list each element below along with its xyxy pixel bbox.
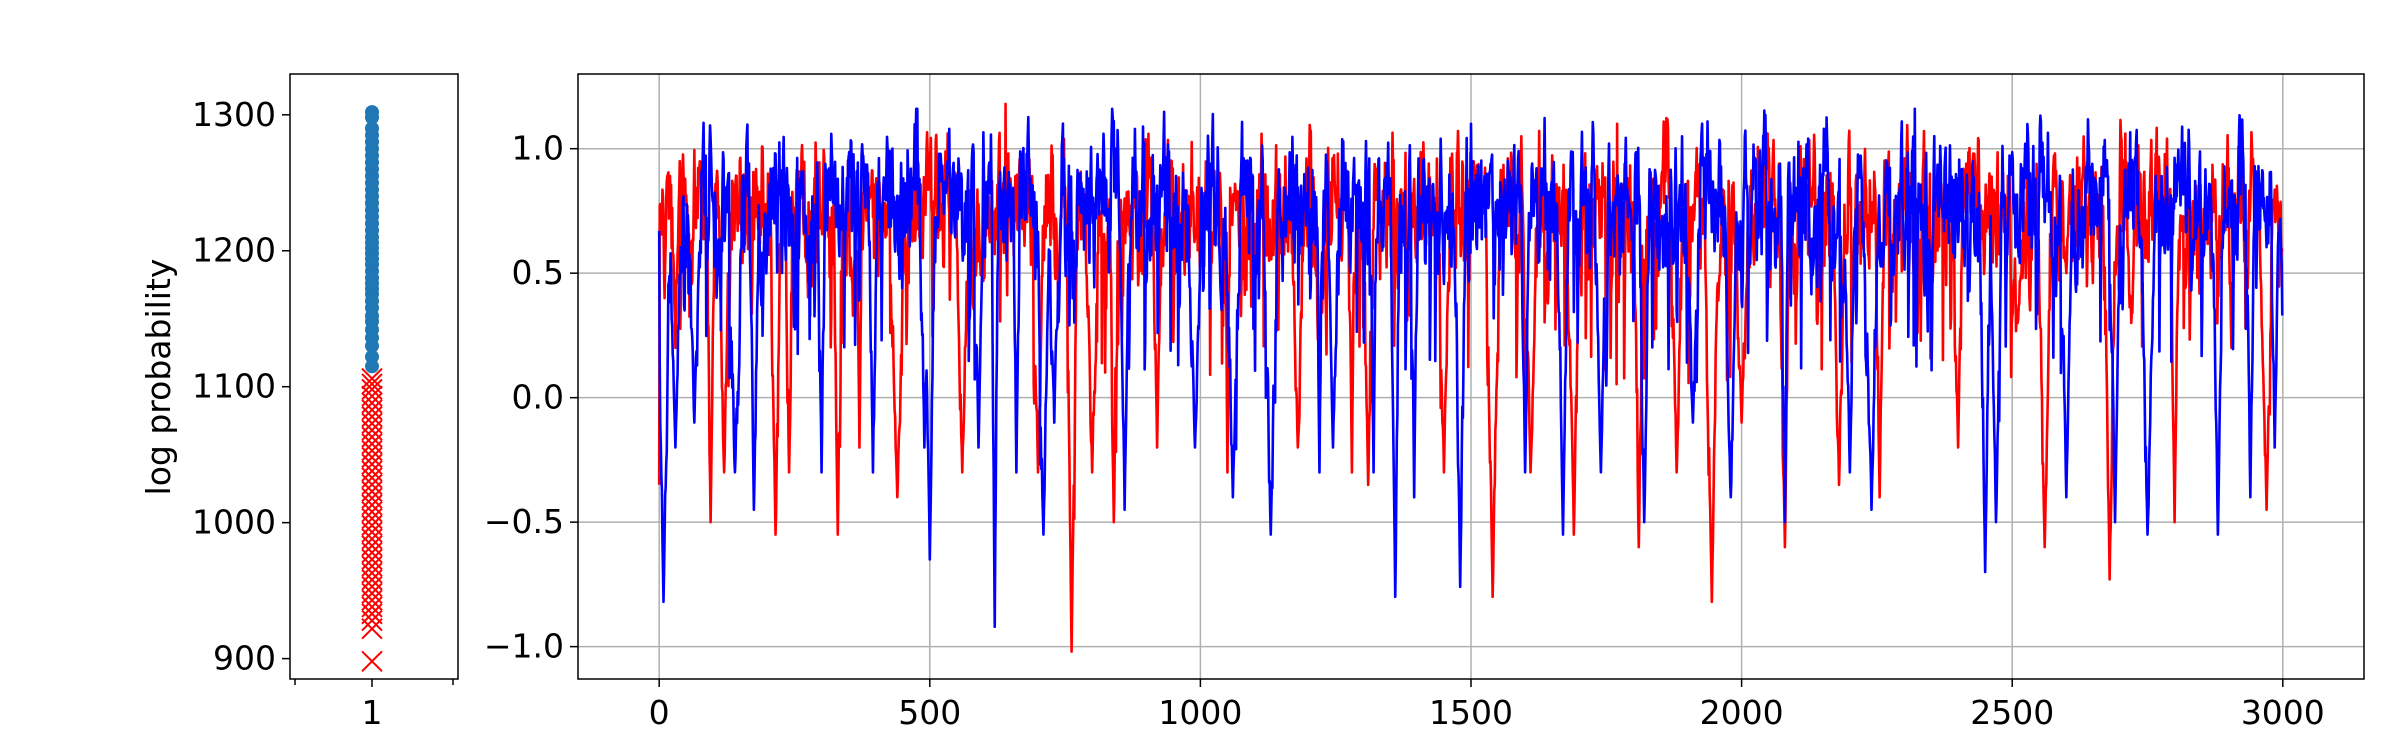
left-y-tick-label: 1300 — [192, 95, 276, 134]
right-panel-line: 1.0 0.5 0.0 −0.5 −1.0 0 500 1000 1500 2000 2500 30… — [484, 73, 2365, 732]
scatter-point-x — [361, 617, 383, 640]
left-x-tick-label: 1 — [362, 693, 383, 732]
right-x-tick-label: 1000 — [1158, 693, 1242, 732]
right-y-ticks: 1.0 0.5 0.0 −0.5 −1.0 — [484, 129, 578, 666]
left-x-ticks: 1 — [294, 679, 454, 732]
right-y-tick-label: 0.5 — [512, 253, 564, 292]
right-x-tick-label: 500 — [898, 693, 961, 732]
scatter-point-x — [361, 367, 383, 390]
scatter-point-x — [361, 373, 383, 395]
right-lines — [657, 102, 2284, 653]
left-y-axis-label: log probability — [139, 259, 178, 496]
left-y-ticks: 900 1000 1100 1200 1300 — [192, 95, 290, 678]
right-x-tick-label: 2500 — [1970, 693, 2054, 732]
right-y-tick-label: 1.0 — [512, 129, 564, 168]
series-line-blue — [657, 107, 2284, 629]
left-y-tick-label: 1000 — [192, 503, 276, 542]
right-y-tick-label: −1.0 — [484, 627, 564, 666]
right-x-tick-label: 0 — [649, 693, 670, 732]
left-points — [361, 105, 383, 673]
scatter-point-x — [361, 650, 383, 673]
left-y-tick-label: 900 — [213, 639, 276, 678]
right-x-tick-label: 3000 — [2241, 693, 2325, 732]
scatter-point-circle — [365, 349, 379, 364]
right-x-ticks: 0 500 1000 1500 2000 2500 3000 — [649, 679, 2325, 732]
scatter-point-circle — [365, 121, 379, 136]
left-panel-scatter: 900 1000 1100 1200 1300 1 log probability — [139, 73, 459, 732]
left-y-tick-label: 1100 — [192, 367, 276, 406]
right-x-tick-label: 1500 — [1429, 693, 1513, 732]
right-y-tick-label: −0.5 — [484, 502, 564, 541]
scatter-point-x — [361, 378, 383, 401]
right-y-tick-label: 0.0 — [512, 378, 564, 417]
scatter-point-circle — [365, 105, 379, 120]
right-x-tick-label: 2000 — [1700, 693, 1784, 732]
left-y-tick-label: 1200 — [192, 231, 276, 270]
